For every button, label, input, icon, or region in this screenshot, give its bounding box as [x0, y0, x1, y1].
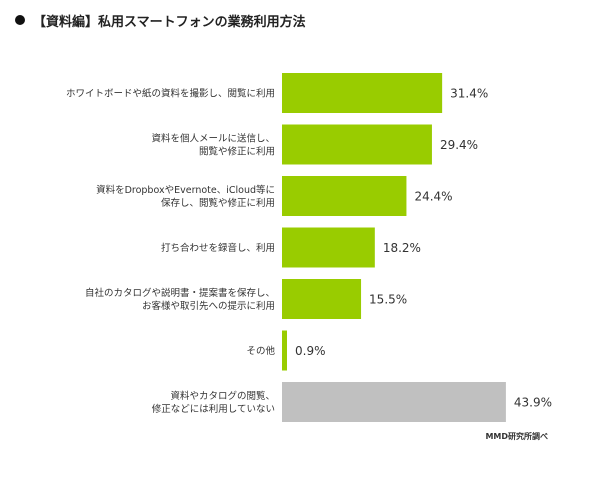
value-label-2: 29.4% — [440, 138, 478, 152]
category-label-4: 打ち合わせを録音し、利用 — [161, 242, 275, 254]
bar-1 — [282, 73, 443, 113]
category-label-2: 資料を個人メールに送信し、閲覧や修正に利用 — [151, 133, 275, 158]
category-label-line: 修正などには利用していない — [152, 403, 275, 415]
source-note: MMD研究所調べ — [485, 432, 548, 441]
value-label-7: 43.9% — [514, 396, 552, 410]
value-label-1: 31.4% — [450, 87, 488, 101]
value-label-3: 24.4% — [414, 190, 452, 204]
chart-title: 【資料編】私用スマートフォンの業務利用方法 — [33, 14, 306, 30]
bar-3 — [282, 176, 407, 216]
bar-6 — [282, 330, 287, 371]
category-label-line: 資料やカタログの閲覧、 — [170, 390, 275, 402]
chart-title-row: 【資料編】私用スマートフォンの業務利用方法 — [15, 11, 306, 30]
bar-2 — [282, 124, 432, 165]
category-label-line: 保存し、閲覧や修正に利用 — [161, 197, 275, 209]
bar-5 — [282, 279, 362, 319]
category-label-line: 閲覧や修正に利用 — [199, 146, 275, 158]
category-label-line: 資料を個人メールに送信し、 — [151, 133, 275, 145]
bar-7 — [282, 382, 506, 422]
value-label-5: 15.5% — [369, 293, 407, 307]
category-label-5: 自社のカタログや説明書・提案書を保存し、お客様や取引先への提示に利用 — [85, 287, 275, 312]
category-label-line: その他 — [246, 345, 275, 357]
bullet-icon — [15, 15, 25, 25]
category-label-line: 自社のカタログや説明書・提案書を保存し、 — [85, 287, 275, 299]
category-label-line: ホワイトボードや紙の資料を撮影し、閲覧に利用 — [66, 88, 275, 100]
value-label-6: 0.9% — [295, 344, 326, 358]
value-label-4: 18.2% — [383, 241, 421, 255]
category-label-7: 資料やカタログの閲覧、修正などには利用していない — [152, 390, 275, 415]
category-label-line: 資料をDropboxやEvernote、iCloud等に — [96, 184, 275, 196]
category-label-line: お客様や取引先への提示に利用 — [142, 300, 275, 312]
category-label-line: 打ち合わせを録音し、利用 — [161, 242, 275, 254]
category-label-1: ホワイトボードや紙の資料を撮影し、閲覧に利用 — [66, 88, 275, 100]
category-label-3: 資料をDropboxやEvernote、iCloud等に保存し、閲覧や修正に利用 — [96, 184, 275, 209]
bar-4 — [282, 227, 375, 268]
category-label-6: その他 — [246, 345, 275, 357]
